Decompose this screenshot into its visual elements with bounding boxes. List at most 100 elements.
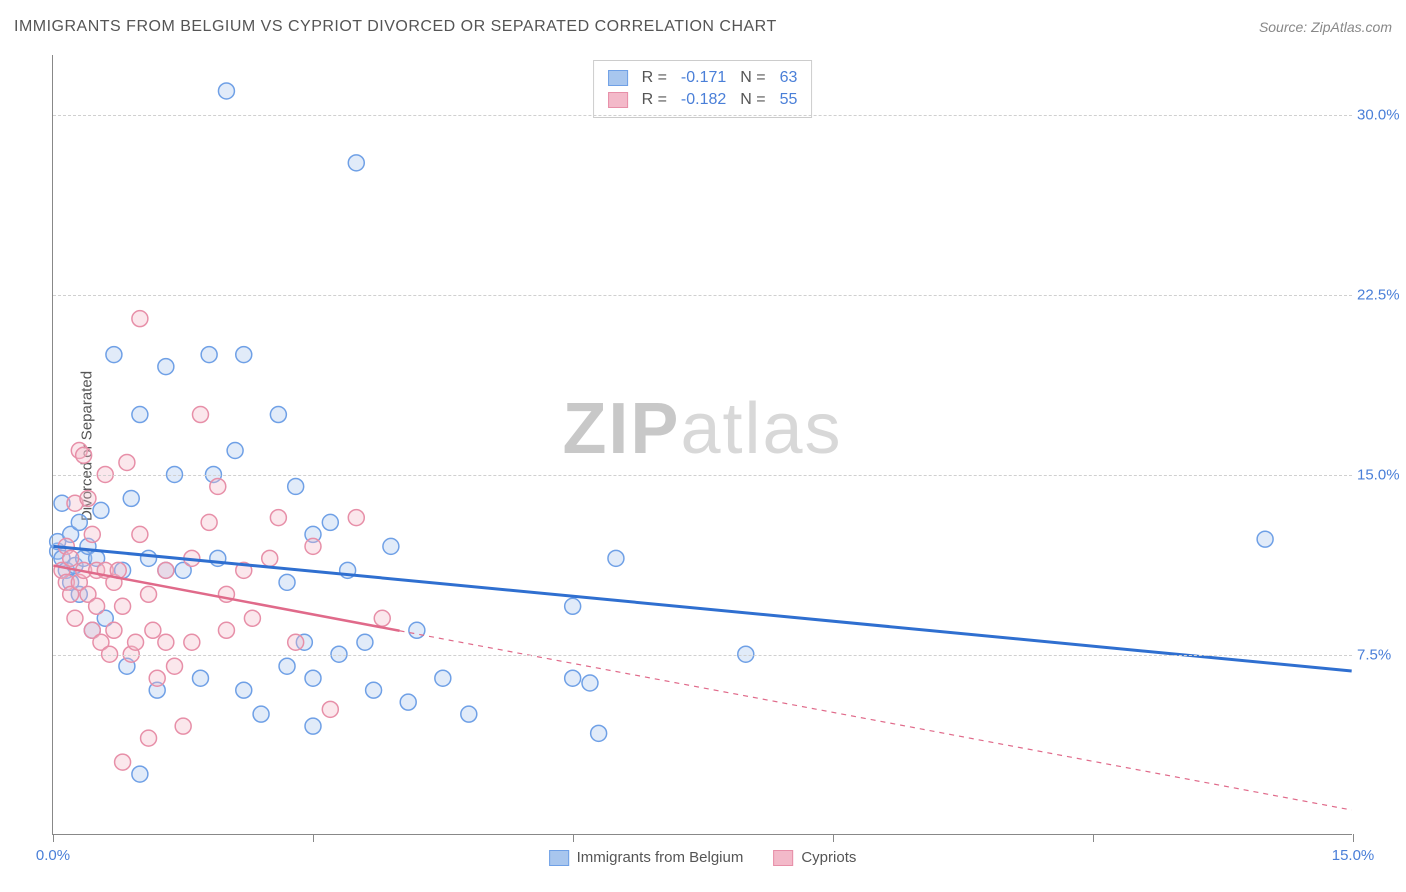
x-tick	[313, 834, 314, 842]
legend-item-cypriots: Cypriots	[773, 849, 856, 866]
scatter-point-cypriots	[374, 610, 390, 626]
scatter-point-cypriots	[158, 562, 174, 578]
n-label: N =	[740, 91, 765, 109]
x-tick-label: 15.0%	[1332, 847, 1375, 864]
scatter-point-belgium	[383, 538, 399, 554]
swatch-cypriots	[608, 92, 628, 108]
r-value-belgium: -0.171	[681, 69, 726, 87]
scatter-point-cypriots	[145, 622, 161, 638]
scatter-point-cypriots	[244, 610, 260, 626]
scatter-point-belgium	[582, 675, 598, 691]
legend-bottom: Immigrants from Belgium Cypriots	[549, 849, 857, 866]
scatter-point-belgium	[435, 670, 451, 686]
n-value-cypriots: 55	[780, 91, 798, 109]
trendline-belgium	[53, 546, 1351, 671]
scatter-point-belgium	[192, 670, 208, 686]
scatter-point-belgium	[201, 347, 217, 363]
legend-label-cypriots: Cypriots	[801, 849, 856, 866]
scatter-point-belgium	[288, 478, 304, 494]
scatter-point-belgium	[132, 766, 148, 782]
scatter-point-cypriots	[132, 311, 148, 327]
scatter-point-cypriots	[115, 754, 131, 770]
gridline	[53, 115, 1352, 116]
scatter-point-belgium	[236, 682, 252, 698]
scatter-point-cypriots	[348, 510, 364, 526]
scatter-point-belgium	[322, 514, 338, 530]
scatter-point-cypriots	[167, 658, 183, 674]
scatter-point-belgium	[591, 725, 607, 741]
scatter-point-belgium	[227, 443, 243, 459]
scatter-point-cypriots	[210, 478, 226, 494]
source-label: Source: ZipAtlas.com	[1259, 19, 1392, 35]
gridline	[53, 295, 1352, 296]
scatter-point-belgium	[106, 347, 122, 363]
scatter-point-cypriots	[106, 622, 122, 638]
scatter-point-cypriots	[63, 550, 79, 566]
scatter-point-belgium	[305, 718, 321, 734]
scatter-point-cypriots	[184, 634, 200, 650]
scatter-point-cypriots	[67, 610, 83, 626]
scatter-point-belgium	[366, 682, 382, 698]
title-bar: IMMIGRANTS FROM BELGIUM VS CYPRIOT DIVOR…	[14, 18, 1392, 36]
scatter-point-belgium	[123, 490, 139, 506]
n-value-belgium: 63	[780, 69, 798, 87]
scatter-point-belgium	[93, 502, 109, 518]
legend-row-cypriots: R = -0.182 N = 55	[608, 89, 798, 111]
scatter-point-belgium	[608, 550, 624, 566]
legend-row-belgium: R = -0.171 N = 63	[608, 67, 798, 89]
scatter-point-belgium	[461, 706, 477, 722]
x-tick	[1093, 834, 1094, 842]
scatter-point-belgium	[132, 407, 148, 423]
scatter-point-cypriots	[84, 526, 100, 542]
scatter-point-belgium	[253, 706, 269, 722]
scatter-point-belgium	[357, 634, 373, 650]
scatter-point-cypriots	[218, 622, 234, 638]
chart-plot-area: ZIPatlas R = -0.171 N = 63 R = -0.182 N …	[52, 55, 1352, 835]
scatter-point-cypriots	[132, 526, 148, 542]
scatter-point-cypriots	[76, 447, 92, 463]
scatter-point-cypriots	[119, 454, 135, 470]
scatter-point-cypriots	[158, 634, 174, 650]
scatter-point-belgium	[565, 598, 581, 614]
scatter-point-cypriots	[89, 598, 105, 614]
x-tick	[1353, 834, 1354, 842]
y-tick-label: 30.0%	[1357, 107, 1406, 124]
swatch-belgium	[549, 850, 569, 866]
r-label: R =	[642, 91, 667, 109]
x-tick	[833, 834, 834, 842]
scatter-point-belgium	[279, 574, 295, 590]
scatter-point-belgium	[158, 359, 174, 375]
x-tick	[53, 834, 54, 842]
scatter-point-cypriots	[141, 586, 157, 602]
scatter-point-belgium	[400, 694, 416, 710]
gridline	[53, 655, 1352, 656]
r-value-cypriots: -0.182	[681, 91, 726, 109]
x-tick-label: 0.0%	[36, 847, 70, 864]
swatch-cypriots	[773, 850, 793, 866]
scatter-point-cypriots	[305, 538, 321, 554]
scatter-point-cypriots	[80, 490, 96, 506]
y-tick-label: 7.5%	[1357, 647, 1406, 664]
swatch-belgium	[608, 70, 628, 86]
legend-label-belgium: Immigrants from Belgium	[577, 849, 744, 866]
scatter-point-cypriots	[141, 730, 157, 746]
scatter-point-cypriots	[201, 514, 217, 530]
r-label: R =	[642, 69, 667, 87]
x-tick	[573, 834, 574, 842]
scatter-point-cypriots	[262, 550, 278, 566]
scatter-point-belgium	[565, 670, 581, 686]
scatter-point-belgium	[279, 658, 295, 674]
scatter-point-belgium	[348, 155, 364, 171]
chart-svg	[53, 55, 1352, 834]
y-tick-label: 15.0%	[1357, 467, 1406, 484]
scatter-point-cypriots	[288, 634, 304, 650]
scatter-point-cypriots	[149, 670, 165, 686]
scatter-point-belgium	[1257, 531, 1273, 547]
scatter-point-belgium	[270, 407, 286, 423]
scatter-point-cypriots	[270, 510, 286, 526]
scatter-point-belgium	[71, 514, 87, 530]
y-tick-label: 22.5%	[1357, 287, 1406, 304]
scatter-point-cypriots	[322, 701, 338, 717]
chart-title: IMMIGRANTS FROM BELGIUM VS CYPRIOT DIVOR…	[14, 18, 777, 36]
gridline	[53, 475, 1352, 476]
